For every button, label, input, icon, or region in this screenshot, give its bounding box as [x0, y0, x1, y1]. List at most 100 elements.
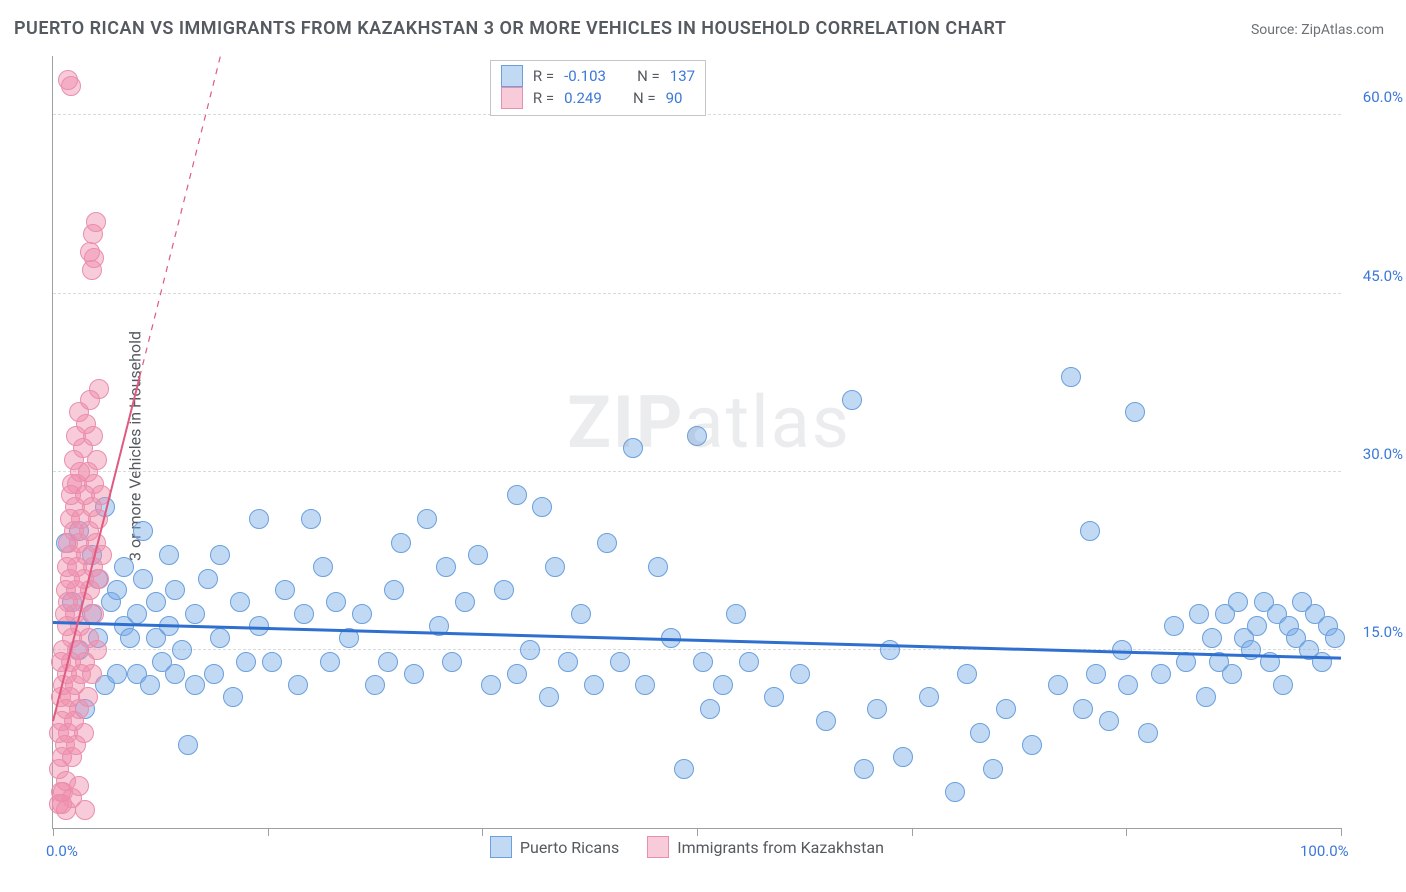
data-point	[320, 652, 340, 672]
chart-title: PUERTO RICAN VS IMMIGRANTS FROM KAZAKHST…	[14, 18, 1006, 39]
correlation-legend: R = -0.103 N = 137 R = 0.249 N = 90	[490, 60, 706, 116]
data-point	[146, 592, 166, 612]
data-point	[1138, 723, 1158, 743]
data-point	[127, 604, 147, 624]
data-point	[223, 687, 243, 707]
data-point	[584, 675, 604, 695]
n-value-a: 137	[670, 65, 695, 87]
legend-swatch	[647, 836, 669, 858]
x-axis-min-label: 0.0%	[46, 842, 78, 860]
data-point	[87, 640, 107, 660]
data-point	[133, 569, 153, 589]
data-point	[1099, 711, 1119, 731]
y-tick-label: 45.0%	[1347, 267, 1403, 285]
plot-area: 15.0%30.0%45.0%60.0%	[52, 56, 1341, 829]
data-point	[1176, 652, 1196, 672]
x-tick	[53, 828, 54, 836]
data-point	[159, 616, 179, 636]
data-point	[854, 759, 874, 779]
data-point	[417, 509, 437, 529]
data-point	[700, 699, 720, 719]
data-point	[455, 592, 475, 612]
data-point	[140, 675, 160, 695]
x-tick	[912, 828, 913, 836]
data-point	[120, 628, 140, 648]
data-point	[532, 497, 552, 517]
data-point	[945, 782, 965, 802]
data-point	[326, 592, 346, 612]
data-point	[1125, 402, 1145, 422]
data-point	[1112, 640, 1132, 660]
data-point	[558, 652, 578, 672]
data-point	[623, 438, 643, 458]
data-point	[249, 616, 269, 636]
data-point	[764, 687, 784, 707]
data-point	[107, 664, 127, 684]
x-axis-max-label: 100.0%	[1300, 842, 1349, 860]
data-point	[87, 450, 107, 470]
data-point	[1260, 652, 1280, 672]
data-point	[88, 509, 108, 529]
data-point	[249, 509, 269, 529]
data-point	[404, 664, 424, 684]
n-label: N =	[633, 87, 656, 109]
data-point	[339, 628, 359, 648]
data-point	[661, 628, 681, 648]
data-point	[507, 664, 527, 684]
data-point	[635, 675, 655, 695]
x-tick	[268, 828, 269, 836]
swatch-b	[501, 87, 523, 109]
data-point	[230, 592, 250, 612]
data-point	[1312, 652, 1332, 672]
n-label: N =	[637, 65, 660, 87]
n-value-b: 90	[666, 87, 683, 109]
data-point	[571, 604, 591, 624]
data-point	[313, 557, 333, 577]
data-point	[352, 604, 372, 624]
data-point	[185, 675, 205, 695]
data-point	[1241, 640, 1261, 660]
r-label: R =	[533, 87, 554, 109]
data-point	[520, 640, 540, 660]
data-point	[919, 687, 939, 707]
data-point	[84, 604, 104, 624]
data-point	[597, 533, 617, 553]
data-point	[880, 640, 900, 660]
series-legend: Puerto Ricans Immigrants from Kazakhstan	[490, 836, 884, 858]
data-point	[82, 664, 102, 684]
data-point	[74, 723, 94, 743]
data-point	[159, 545, 179, 565]
data-point	[739, 652, 759, 672]
data-point	[210, 628, 230, 648]
source-label: Source: ZipAtlas.com	[1251, 22, 1384, 38]
legend-label: Puerto Ricans	[520, 838, 619, 857]
data-point	[1273, 675, 1293, 695]
data-point	[210, 545, 230, 565]
data-point	[178, 735, 198, 755]
data-point	[545, 557, 565, 577]
data-point	[86, 212, 106, 232]
data-point	[365, 675, 385, 695]
data-point	[1222, 664, 1242, 684]
data-point	[481, 675, 501, 695]
data-point	[539, 687, 559, 707]
data-point	[1118, 675, 1138, 695]
legend-item: Immigrants from Kazakhstan	[647, 836, 884, 858]
legend-swatch	[490, 836, 512, 858]
data-point	[391, 533, 411, 553]
legend-item: Puerto Ricans	[490, 836, 619, 858]
r-value-b: 0.249	[564, 87, 602, 109]
data-point	[674, 759, 694, 779]
data-point	[442, 652, 462, 672]
data-point	[1228, 592, 1248, 612]
data-point	[75, 800, 95, 820]
data-point	[133, 521, 153, 541]
legend-row-b: R = 0.249 N = 90	[501, 87, 695, 109]
data-point	[1073, 699, 1093, 719]
data-point	[185, 604, 205, 624]
data-point	[294, 604, 314, 624]
data-point	[687, 426, 707, 446]
data-point	[80, 242, 100, 262]
data-point	[1325, 628, 1345, 648]
r-value-a: -0.103	[564, 65, 606, 87]
